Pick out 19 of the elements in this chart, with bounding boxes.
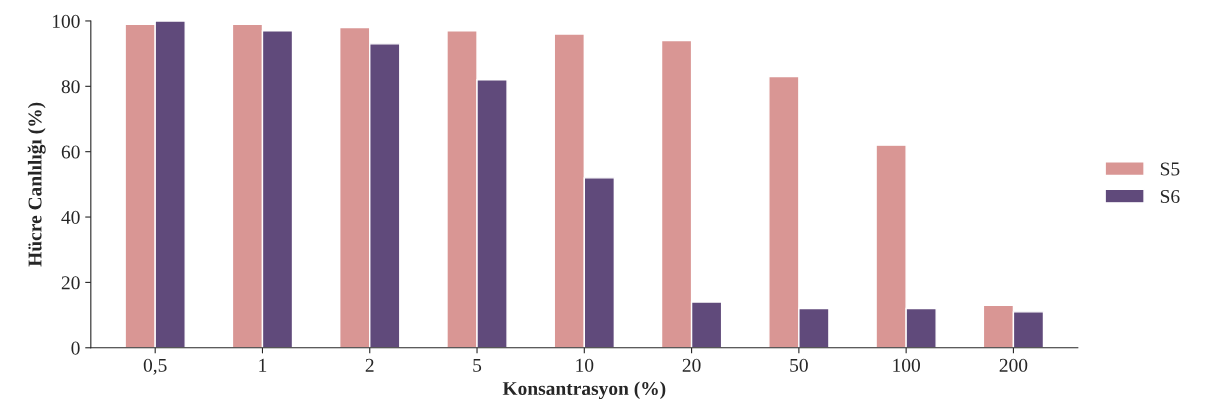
y-tick-label: 80	[61, 80, 80, 94]
x-axis-title: Konsantrasyon (%)	[502, 381, 666, 400]
y-tick-label: 100	[52, 14, 80, 28]
x-tick-label: 200	[999, 358, 1028, 372]
x-tick-label: 5	[473, 358, 482, 372]
legend-label: S6	[1160, 189, 1180, 204]
x-tick-label: 2	[365, 358, 374, 372]
y-tick-label: 20	[61, 276, 80, 290]
x-tick-label: 1	[259, 358, 267, 372]
x-tick-label: 100	[893, 358, 920, 372]
x-tick-label: 0,5	[143, 358, 167, 375]
y-axis-title: Hücre Canlılığı (%)	[27, 102, 46, 267]
y-tick-label: 60	[61, 145, 80, 159]
x-tick-label: 10	[576, 358, 594, 372]
legend-label: S5	[1160, 162, 1180, 176]
y-tick-label: 40	[61, 210, 80, 224]
y-tick-label: 0	[71, 341, 80, 355]
x-tick-label: 20	[682, 358, 701, 372]
x-tick-label: 50	[790, 358, 808, 372]
